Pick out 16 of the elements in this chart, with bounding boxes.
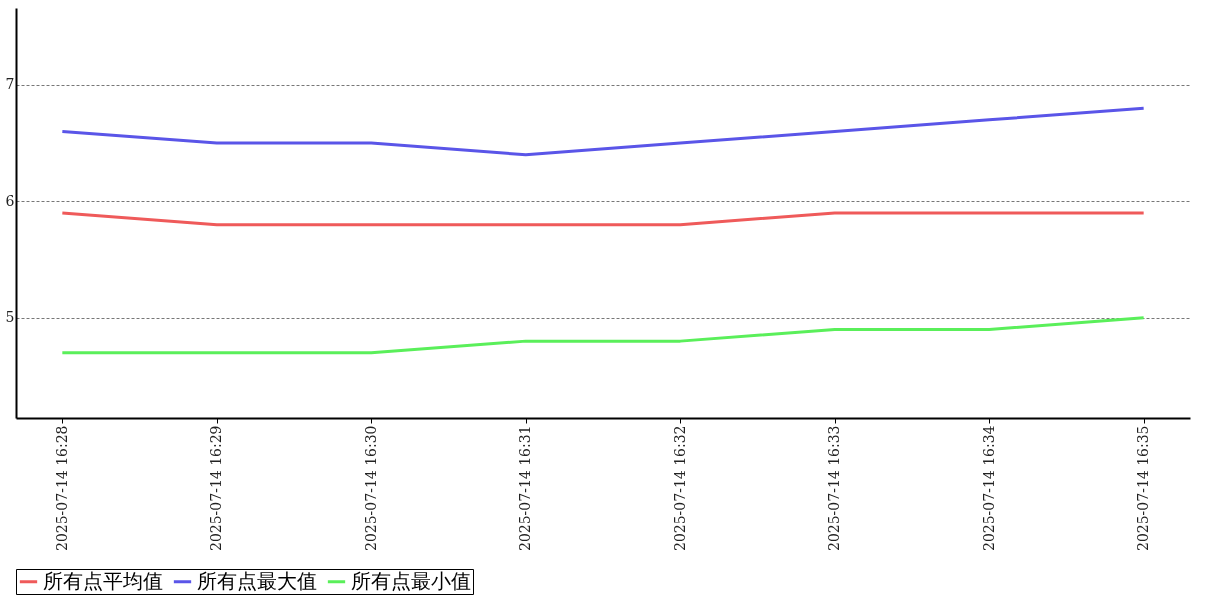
y-tick-label: 5 (5, 309, 15, 326)
y-tick-label: 7 (5, 76, 15, 93)
x-tick-label: 2025-07-14 16:31 (517, 425, 534, 552)
y-tick-label: 6 (5, 192, 15, 209)
legend-label: 所有点平均值 (43, 568, 163, 593)
legend-label: 所有点最大值 (197, 568, 317, 593)
x-tick-label: 2025-07-14 16:34 (980, 425, 997, 552)
x-tick-label: 2025-07-14 16:35 (1135, 425, 1152, 552)
x-tick-label: 2025-07-14 16:30 (362, 425, 379, 552)
x-tick-label: 2025-07-14 16:32 (671, 425, 688, 552)
legend-label: 所有点最小值 (351, 568, 471, 593)
x-tick-label: 2025-07-14 16:29 (208, 425, 225, 552)
line-series (60, 106, 1146, 157)
x-tick-label: 2025-07-14 16:33 (826, 425, 843, 552)
x-tick-label: 2025-07-14 16:28 (53, 425, 70, 552)
line-series (60, 316, 1146, 355)
